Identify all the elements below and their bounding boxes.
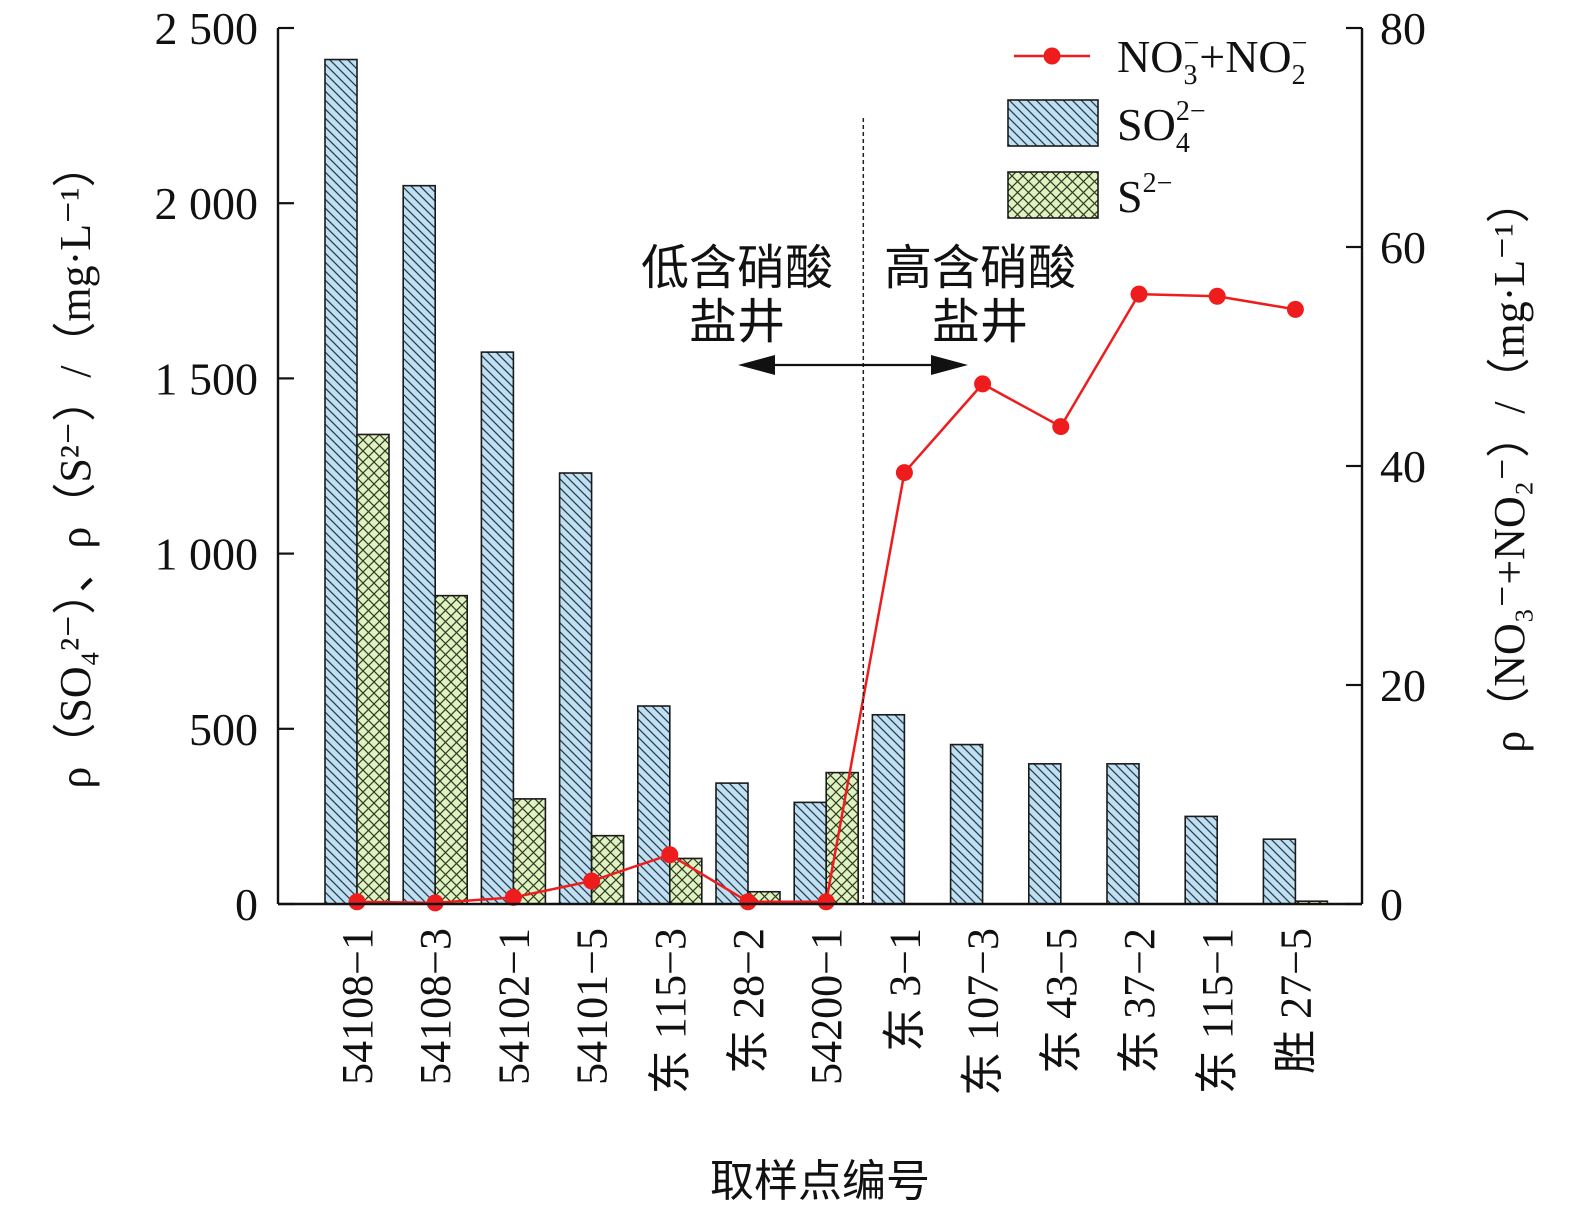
- bar-s2: [434, 594, 469, 905]
- category-label: 东 37−2: [1115, 928, 1164, 1074]
- bar-so4: [1106, 763, 1140, 905]
- bar-so4: [949, 743, 984, 905]
- right-tick-label: 40: [1380, 441, 1426, 492]
- bar-so4: [402, 184, 437, 905]
- right-tick-label: 80: [1380, 3, 1426, 54]
- category-label: 东 107−3: [959, 928, 1008, 1096]
- line-point: [817, 893, 835, 911]
- bar-so4: [871, 713, 906, 905]
- bar-s2: [590, 834, 625, 905]
- left-tick-label: 0: [235, 879, 258, 930]
- line-point: [1130, 285, 1148, 303]
- line-point: [1286, 300, 1304, 318]
- category-label: 东 115−1: [1193, 928, 1242, 1094]
- y-axis-title-right: ρ（NO₃⁻+NO₂⁻）/（mg·L⁻¹）: [1485, 179, 1534, 752]
- line-point: [661, 846, 679, 864]
- left-tick-label: 1 500: [155, 353, 259, 404]
- line-point: [739, 893, 757, 911]
- bar-so4: [1028, 763, 1062, 905]
- left-tick-label: 2 500: [155, 3, 259, 54]
- line-point: [895, 464, 913, 482]
- category-label: 东 3−1: [880, 928, 929, 1052]
- category-label: 胜 27−5: [1271, 928, 1320, 1074]
- arrow-head-right: [931, 355, 968, 375]
- line-point: [583, 872, 601, 890]
- bar-s2: [825, 771, 860, 905]
- line-point: [504, 888, 522, 906]
- bar-so4: [324, 58, 358, 905]
- bar-so4: [1184, 815, 1218, 905]
- line-point: [1052, 418, 1070, 436]
- category-label: 东 43−5: [1037, 928, 1086, 1074]
- category-label: 东 28−2: [724, 928, 773, 1074]
- category-label: 54200−1: [802, 928, 851, 1085]
- right-tick-label: 20: [1380, 660, 1426, 711]
- bar-so4: [558, 472, 593, 905]
- category-label: 54101−5: [568, 928, 617, 1085]
- left-tick-label: 2 000: [155, 178, 259, 229]
- legend-label-s2: S2−: [1117, 168, 1172, 222]
- legend-label-no: NO3−+NO2−: [1117, 28, 1307, 91]
- y-axis-title-left: ρ（SO₄²⁻）、ρ（S²⁻）/（mg·L⁻¹）: [51, 143, 100, 788]
- left-tick-label: 1 000: [155, 529, 259, 580]
- bar-so4: [715, 782, 749, 905]
- bar-so4: [480, 351, 515, 905]
- bar-so4: [1262, 838, 1297, 905]
- category-label: 54108−1: [333, 928, 382, 1085]
- line-point: [348, 893, 366, 911]
- line-point: [1208, 287, 1226, 305]
- bar-s2: [356, 433, 390, 905]
- right-tick-label: 60: [1380, 222, 1426, 273]
- annotation-right-line1: 高含硝酸: [884, 242, 1076, 295]
- right-tick-label: 0: [1380, 879, 1403, 930]
- annotation-left-line2: 盐井: [689, 296, 785, 349]
- line-point: [974, 375, 992, 393]
- legend-swatch-s2: [1007, 171, 1099, 219]
- bar-s2: [512, 798, 547, 905]
- category-label: 东 115−3: [646, 928, 695, 1094]
- annotation-left-line1: 低含硝酸: [641, 242, 833, 295]
- category-label: 54108−3: [411, 928, 460, 1085]
- category-label: 54102−1: [489, 928, 538, 1085]
- legend-swatch-so4: [1007, 99, 1099, 147]
- bar-so4: [793, 801, 828, 905]
- legend-line-marker: [1043, 47, 1061, 65]
- annotation-right-line2: 盐井: [932, 296, 1028, 349]
- legend-label-so4: SO42−: [1117, 96, 1206, 159]
- arrow-head-left: [738, 355, 775, 375]
- bar-so4: [636, 705, 671, 905]
- left-tick-label: 500: [189, 704, 258, 755]
- x-axis-title: 取样点编号: [710, 1157, 930, 1206]
